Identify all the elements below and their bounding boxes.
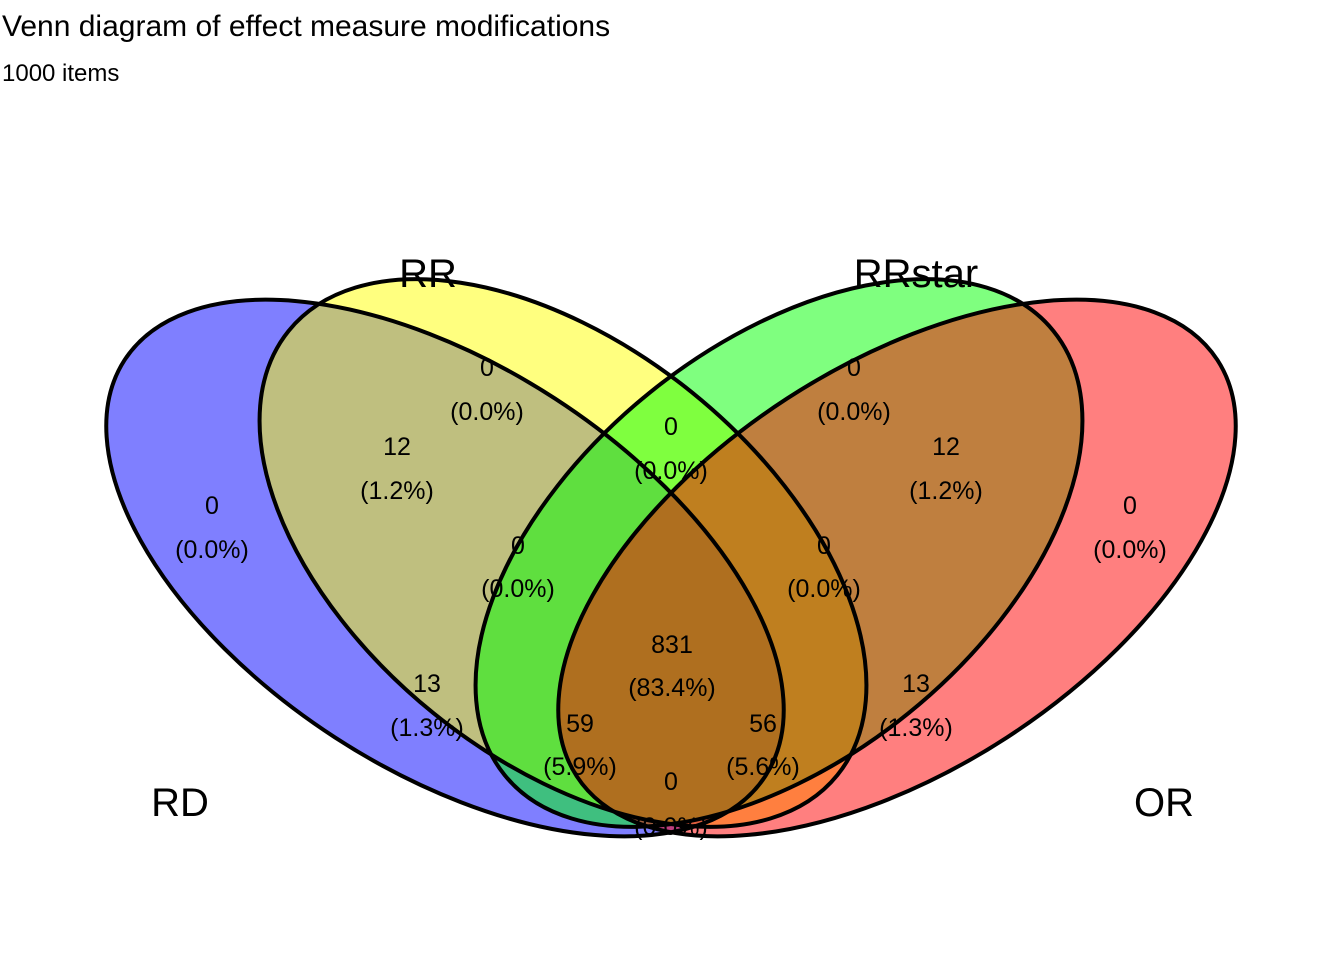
region-rd-rr: 12 (1.2%) xyxy=(360,433,434,505)
diagram-subtitle: 1000 items xyxy=(2,60,120,87)
set-rrstar-outline xyxy=(473,277,1085,829)
region-percent: (0.0%) xyxy=(481,575,555,603)
set-label-rrstar: RRstar xyxy=(854,252,978,296)
set-outlines xyxy=(104,277,1238,839)
region-percent: (0.0%) xyxy=(175,536,249,564)
region-count: 59 xyxy=(566,710,594,738)
set-rd-outline xyxy=(104,297,786,839)
region-count: 0 xyxy=(205,492,219,520)
region-count: 0 xyxy=(664,768,678,796)
region-percent: (0.0%) xyxy=(450,398,524,426)
region-percent: (5.9%) xyxy=(543,753,617,781)
region-rr-rrstar-or: 0 (0.0%) xyxy=(787,532,861,603)
set-label-or: OR xyxy=(1134,781,1194,825)
region-count: 0 xyxy=(511,532,525,560)
region-percent: (0.0%) xyxy=(634,457,708,485)
region-count: 0 xyxy=(1123,492,1137,520)
set-or-outline xyxy=(556,297,1238,839)
region-rd-or: 0 (0.0%) xyxy=(634,768,708,841)
region-percent: (0.0%) xyxy=(634,813,708,841)
region-count: 0 xyxy=(664,413,678,441)
region-rd-rrstar: 13 (1.3%) xyxy=(390,670,464,742)
region-rr-rrstar: 0 (0.0%) xyxy=(634,413,708,485)
region-rd-rr-or: 56 (5.6%) xyxy=(726,710,800,781)
region-count: 12 xyxy=(383,433,411,461)
region-count: 0 xyxy=(847,354,861,382)
diagram-title: Venn diagram of effect measure modificat… xyxy=(2,10,611,43)
set-or-ellipse xyxy=(558,299,1236,837)
region-rd-rrstar-or: 59 (5.9%) xyxy=(543,710,617,781)
region-all: 831 (83.4%) xyxy=(628,631,716,702)
region-rrstar-or: 12 (1.2%) xyxy=(909,433,983,505)
region-count: 56 xyxy=(749,710,777,738)
region-or-only: 0 (0.0%) xyxy=(1093,492,1167,564)
region-count: 13 xyxy=(413,670,441,698)
region-percent: (5.6%) xyxy=(726,753,800,781)
region-percent: (1.2%) xyxy=(360,477,434,505)
region-count: 12 xyxy=(932,433,960,461)
region-percent: (1.3%) xyxy=(879,714,953,742)
region-rr-or: 13 (1.3%) xyxy=(879,670,953,742)
set-label-rd: RD xyxy=(151,781,209,825)
region-percent: (0.0%) xyxy=(817,398,891,426)
region-percent: (1.3%) xyxy=(390,714,464,742)
region-labels: 0 (0.0%) 0 (0.0%) 0 (0.0%) 0 (0.0%) 12 (… xyxy=(175,354,1167,841)
set-rr-outline xyxy=(257,277,869,829)
region-rr-only: 0 (0.0%) xyxy=(450,354,524,426)
region-percent: (0.0%) xyxy=(1093,536,1167,564)
region-count: 831 xyxy=(651,631,693,659)
region-count: 13 xyxy=(902,670,930,698)
set-label-rr: RR xyxy=(399,252,457,296)
set-fills xyxy=(106,279,1236,837)
region-percent: (0.0%) xyxy=(787,575,861,603)
region-rd-only: 0 (0.0%) xyxy=(175,492,249,564)
region-rrstar-only: 0 (0.0%) xyxy=(817,354,891,426)
region-percent: (1.2%) xyxy=(909,477,983,505)
region-count: 0 xyxy=(817,532,831,560)
region-percent: (83.4%) xyxy=(628,674,716,702)
region-rd-rr-rrstar: 0 (0.0%) xyxy=(481,532,555,603)
region-count: 0 xyxy=(480,354,494,382)
